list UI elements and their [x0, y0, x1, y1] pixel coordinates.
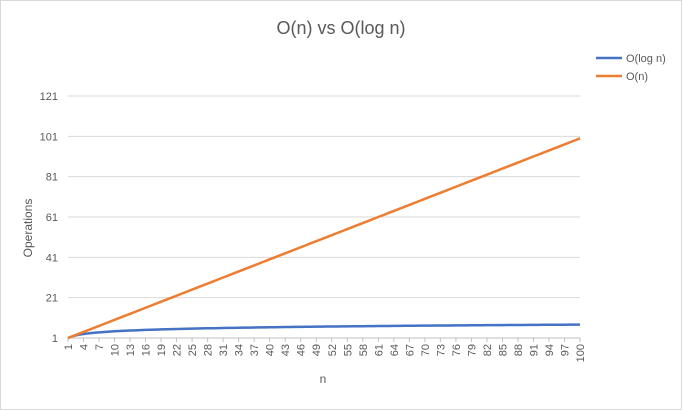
x-tick-label: 4: [79, 344, 91, 350]
x-tick-label: 64: [389, 344, 401, 356]
x-tick-label: 16: [141, 344, 153, 356]
x-tick-label: 1: [63, 344, 75, 350]
x-tick-label: 31: [218, 344, 230, 356]
x-tick-label: 7: [94, 344, 106, 350]
gridlines: [68, 95, 580, 339]
x-tick-label: 70: [420, 344, 432, 356]
legend-label: O(log n): [626, 53, 666, 65]
x-axis-ticks: 1 4 7 10 13 16 19 22 25 28 31 34 37 40 43 46 49 52 55 58 61 6…: [63, 338, 587, 362]
x-tick-label: 67: [404, 344, 416, 356]
x-tick-label: 73: [435, 344, 447, 356]
x-tick-label: 10: [110, 344, 122, 356]
x-tick-label: 97: [559, 344, 571, 356]
x-tick-label: 46: [296, 344, 308, 356]
x-tick-label: 43: [280, 344, 292, 356]
x-tick-label: 79: [466, 344, 478, 356]
x-tick-label: 88: [513, 344, 525, 356]
series-lines: [67, 137, 581, 340]
x-tick-label: 58: [358, 344, 370, 356]
x-tick-label: 13: [125, 344, 137, 356]
x-tick-label: 28: [203, 344, 215, 356]
x-tick-label: 85: [497, 344, 509, 356]
x-tick-label: 76: [451, 344, 463, 356]
legend-label: O(n): [626, 71, 648, 83]
chart-title: O(n) vs O(log n): [276, 18, 405, 38]
x-tick-label: 82: [482, 344, 494, 356]
y-tick-label: 1: [52, 333, 58, 345]
x-tick-label: 19: [156, 344, 168, 356]
x-tick-label: 61: [373, 344, 385, 356]
x-tick-label: 37: [249, 344, 261, 356]
x-tick-label: 25: [187, 344, 199, 356]
y-axis-label: Operations: [21, 199, 35, 258]
x-tick-label: 22: [172, 344, 184, 356]
y-tick-label: 61: [46, 212, 58, 224]
y-tick-label: 41: [46, 252, 58, 264]
x-tick-label: 49: [311, 344, 323, 356]
y-tick-label: 21: [46, 293, 58, 305]
x-axis-label: n: [320, 372, 327, 386]
x-tick-label: 100: [575, 344, 587, 362]
legend: O(log n) O(n): [596, 53, 666, 83]
y-tick-label: 101: [40, 131, 58, 143]
series-line-on: [67, 137, 581, 340]
x-tick-label: 34: [234, 344, 246, 356]
x-tick-label: 52: [327, 344, 339, 356]
y-tick-label: 121: [40, 91, 58, 103]
x-tick-label: 55: [342, 344, 354, 356]
x-tick-label: 94: [544, 344, 556, 356]
y-tick-label: 81: [46, 172, 58, 184]
x-tick-label: 40: [265, 344, 277, 356]
series-line-ologn: [67, 323, 581, 340]
x-tick-label: 91: [528, 344, 540, 356]
